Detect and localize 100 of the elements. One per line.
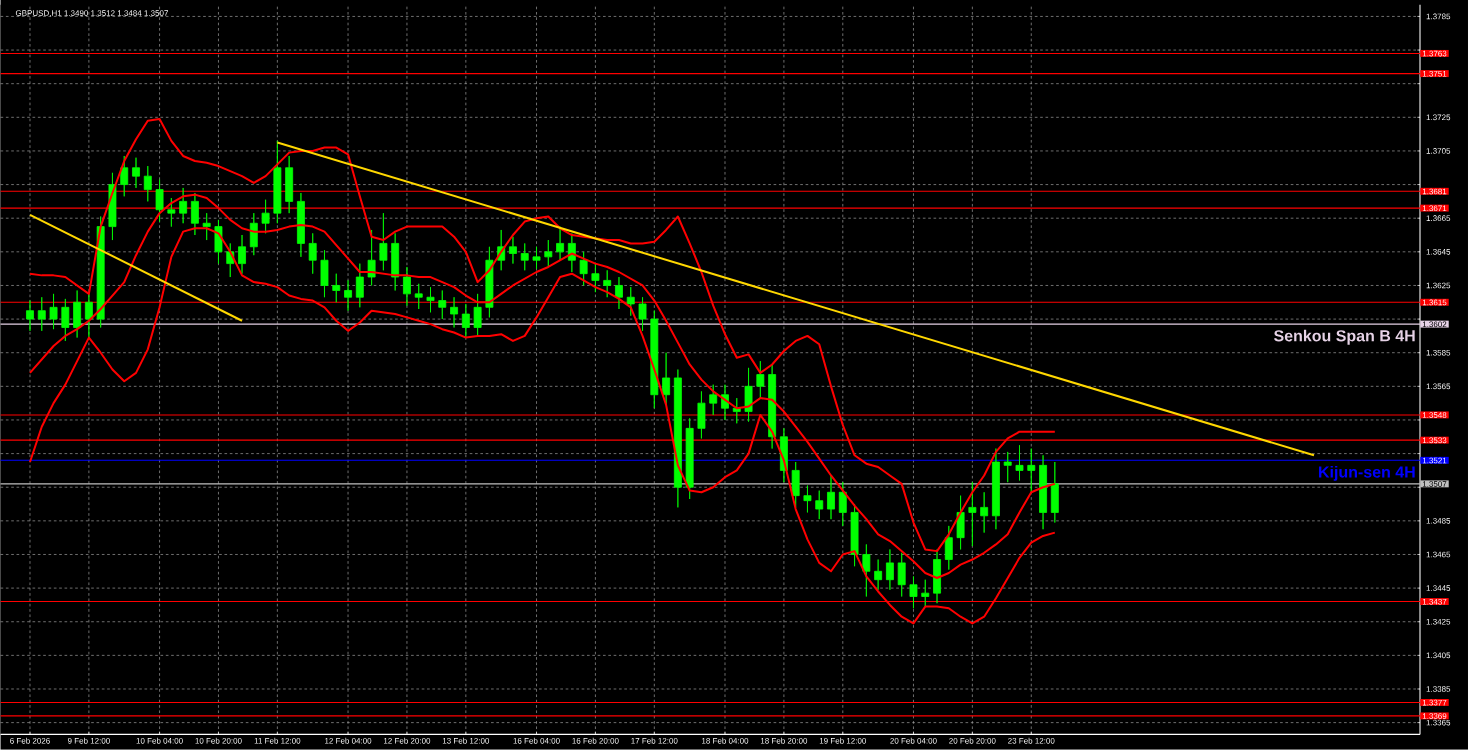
candlestick (296, 192, 305, 258)
ref-line-label: 1.3751 (1422, 71, 1447, 77)
x-tick-label: 20 Feb 20:00 (949, 737, 996, 744)
x-tick-label: 13 Feb 12:00 (442, 737, 490, 744)
candlestick (827, 475, 835, 520)
ref-line-label: 1.3763 (1422, 50, 1447, 57)
candlestick (332, 273, 341, 303)
y-tick-label: 1.3365 (1426, 719, 1451, 726)
candlestick (190, 192, 199, 236)
candlestick (26, 300, 34, 332)
ref-line-label: 1.3369 (1422, 713, 1447, 720)
candlestick (1050, 461, 1059, 524)
candlestick (273, 140, 282, 224)
y-tick-label: 1.3425 (1426, 619, 1451, 625)
candlestick (320, 249, 329, 298)
candlestick (874, 559, 883, 591)
ref-line-label: 1.3681 (1422, 188, 1447, 195)
ref-line-label: 1.3521 (1422, 457, 1447, 464)
y-tick-label: 1.3665 (1426, 215, 1451, 222)
candlestick (980, 492, 989, 534)
candlestick (179, 187, 188, 224)
candlestick (944, 525, 953, 571)
ref-line-label: 1.3377 (1422, 699, 1447, 706)
candlestick (132, 157, 140, 189)
y-tick-label: 1.3565 (1426, 383, 1451, 390)
candlestick (1039, 455, 1047, 530)
candlestick (650, 310, 659, 409)
x-tick-label: 6 Feb 2026 (10, 737, 50, 744)
candlestick (249, 212, 258, 256)
candlestick (167, 197, 176, 228)
candlestick (202, 212, 211, 241)
x-tick-label: 9 Feb 12:00 (67, 737, 110, 744)
candlestick (603, 270, 612, 298)
candlestick (391, 233, 400, 292)
candlestick (520, 243, 529, 271)
candlestick (968, 481, 977, 547)
candlestick (344, 280, 352, 312)
x-tick-label: 20 Feb 04:00 (890, 737, 937, 744)
candlestick (685, 418, 694, 500)
candlestick (756, 360, 765, 399)
ref-line-label: 1.3437 (1422, 599, 1447, 605)
ref-line-label: 1.3602 (1422, 321, 1447, 328)
candlestick (615, 276, 623, 310)
y-tick-label: 1.3725 (1426, 114, 1451, 121)
candlestick (285, 155, 294, 214)
x-tick-label: 19 Feb 12:00 (819, 737, 867, 744)
candlestick (155, 179, 164, 223)
x-tick-label: 10 Feb 20:00 (195, 737, 242, 744)
ref-line-label: 1.3533 (1422, 437, 1447, 444)
ref-line-label: 1.3548 (1422, 412, 1447, 419)
annotation: Kijun-sen 4H (1319, 466, 1415, 481)
candlestick (591, 263, 600, 293)
candlestick (379, 212, 388, 271)
x-tick-label: 16 Feb 04:00 (513, 737, 560, 744)
candlestick (673, 369, 682, 508)
y-tick-label: 1.3625 (1426, 282, 1451, 289)
candlestick (37, 296, 46, 332)
x-tick-label: 11 Feb 12:00 (254, 737, 301, 744)
candlestick (885, 549, 894, 591)
candlestick (1015, 444, 1024, 482)
x-tick-label: 23 Feb 12:00 (1008, 737, 1055, 744)
candlestick (61, 298, 70, 342)
y-tick-label: 1.3445 (1426, 585, 1451, 592)
candlestick (1027, 448, 1036, 493)
candlestick (355, 263, 364, 308)
y-tick-label: 1.3705 (1426, 148, 1451, 154)
y-tick-label: 1.3585 (1426, 350, 1451, 356)
ref-line-label: 1.3507 (1422, 481, 1447, 488)
candlestick (426, 286, 435, 313)
candlestick (532, 246, 541, 270)
x-tick-label: 12 Feb 04:00 (325, 737, 372, 744)
candlestick (120, 155, 129, 197)
y-tick-label: 1.3645 (1426, 249, 1451, 255)
candlestick (261, 199, 270, 234)
candlestick (544, 239, 553, 268)
candlestick (897, 552, 906, 598)
candlestick (815, 490, 824, 520)
candlestick (403, 266, 411, 307)
candlestick (862, 544, 871, 598)
candlestick (838, 481, 847, 527)
candlestick (991, 448, 1000, 530)
x-tick-label: 12 Feb 20:00 (383, 737, 431, 744)
candlestick (662, 352, 671, 406)
x-tick-label: 18 Feb 20:00 (760, 737, 808, 744)
candlestick (626, 286, 635, 317)
y-tick-label: 1.3465 (1426, 551, 1451, 558)
x-tick-label: 18 Feb 04:00 (702, 737, 749, 744)
candlestick (473, 293, 482, 337)
candlestick (768, 364, 777, 450)
candlestick (143, 165, 152, 202)
candlestick (956, 495, 965, 550)
ref-line-label: 1.3671 (1422, 205, 1447, 212)
y-tick-label: 1.3385 (1426, 686, 1451, 692)
ref-line-label: 1.3615 (1422, 299, 1447, 306)
candlestick (744, 367, 753, 423)
candlestick (509, 236, 517, 265)
candlestick (803, 485, 812, 513)
candlestick (238, 234, 246, 275)
candlestick (49, 293, 58, 330)
text: GBPUSD,H1 1.3490 1.3512 1.3484 1.3507 (15, 10, 168, 17)
